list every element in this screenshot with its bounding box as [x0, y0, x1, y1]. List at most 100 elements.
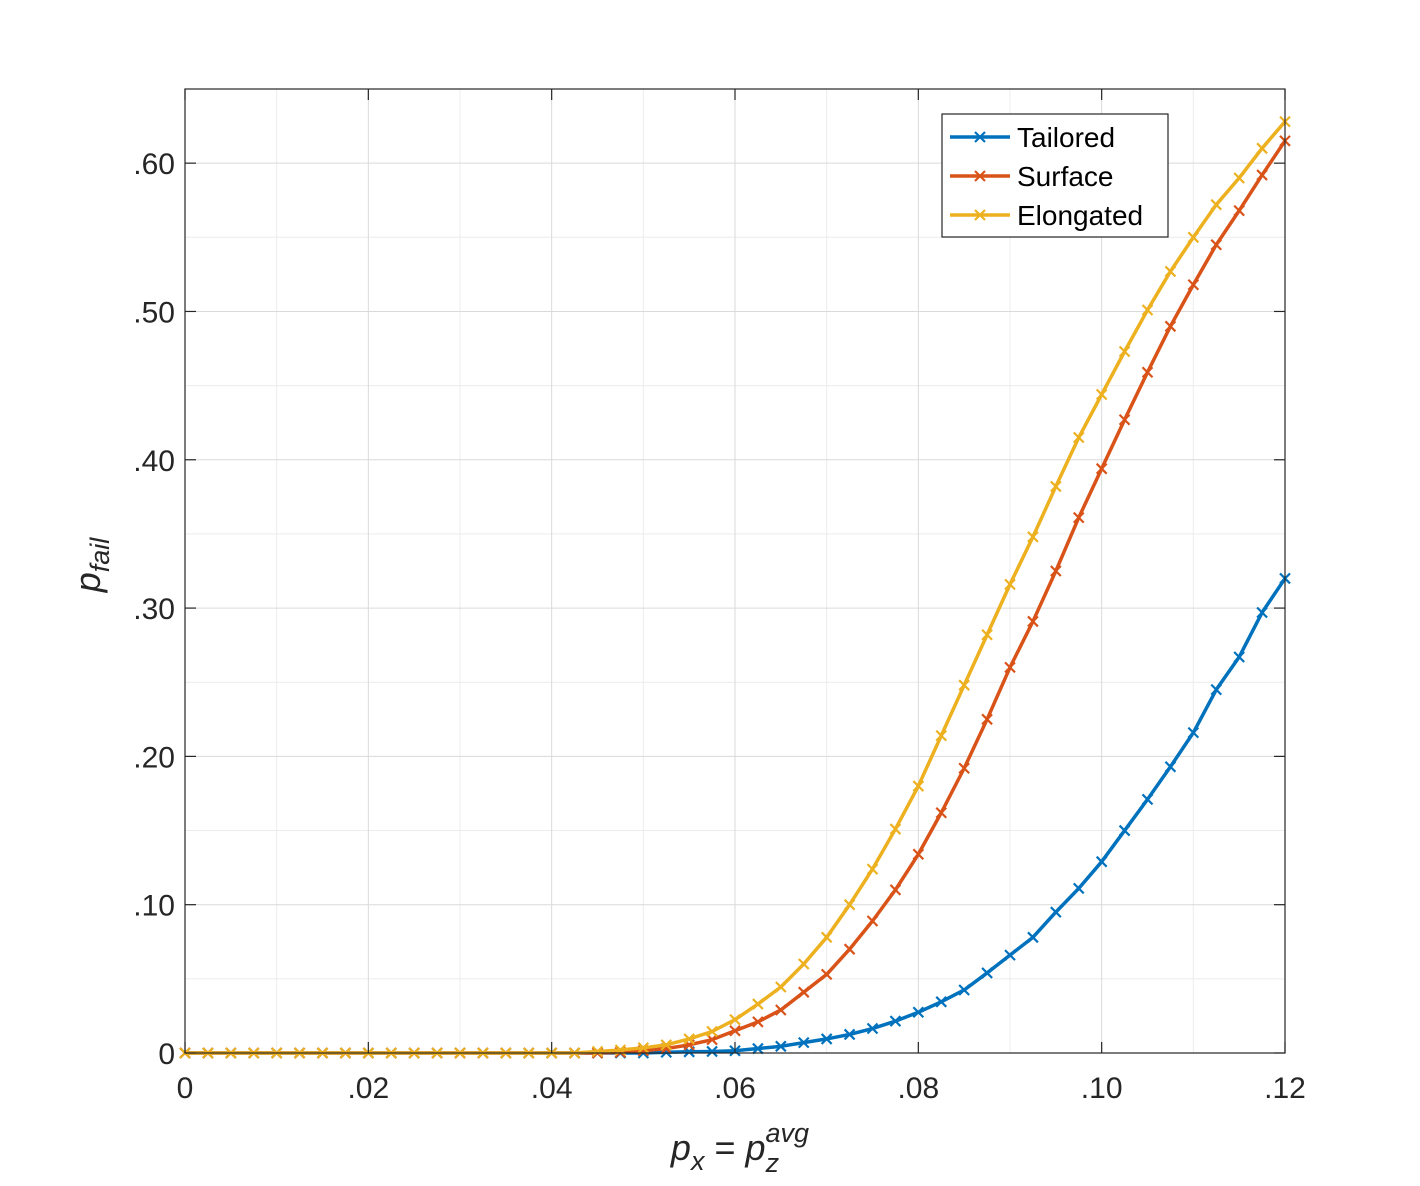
y-tick-label: .20 [133, 741, 175, 774]
series-marker-surface [981, 713, 993, 726]
series-marker-elongated [706, 1025, 718, 1038]
y-axis-label-sub: fail [85, 537, 115, 573]
x-axis-label: px = pavg z [670, 1118, 809, 1178]
x-tick-label: .12 [1264, 1072, 1306, 1105]
x-tick-label: 0 [177, 1072, 194, 1105]
x-tick-label: .04 [531, 1072, 573, 1105]
series-marker-surface [1233, 204, 1245, 217]
series-marker-elongated [1256, 142, 1268, 155]
legend-marker [974, 170, 986, 182]
series-marker-surface [752, 1016, 764, 1028]
series-marker-tailored [1141, 793, 1154, 806]
series-marker-elongated [591, 1045, 604, 1058]
series-marker-tailored [935, 996, 948, 1008]
series-marker-elongated [1027, 531, 1039, 543]
series-marker-surface [1164, 320, 1177, 333]
x-axis-label-base2: p [744, 1127, 765, 1168]
series-marker-elongated [935, 729, 948, 742]
series-marker-surface [729, 1024, 741, 1037]
series-marker-elongated [683, 1033, 695, 1045]
y-tick-label: .60 [133, 148, 175, 181]
series-marker-surface [1118, 413, 1131, 426]
series-marker-elongated [1072, 431, 1085, 444]
series-marker-surface [1027, 615, 1039, 628]
x-axis-label-sup2: avg [766, 1118, 810, 1148]
series-marker-elongated [912, 780, 925, 792]
x-tick-label: .02 [347, 1072, 389, 1105]
series-marker-surface [889, 884, 902, 896]
series-marker-surface [912, 848, 925, 861]
x-axis-label-sub2: z [765, 1148, 780, 1178]
series-marker-elongated [660, 1039, 673, 1051]
svg-text:pfail: pfail [67, 537, 115, 594]
series-marker-surface [1256, 169, 1268, 181]
legend-entry-tailored: Tailored [950, 122, 1115, 153]
series-marker-elongated [1141, 304, 1154, 316]
series-marker-tailored [1095, 855, 1108, 868]
series-marker-surface [1141, 366, 1154, 379]
series-marker-elongated [729, 1013, 741, 1026]
y-tick-label: .50 [133, 296, 175, 329]
series-marker-surface [1095, 462, 1108, 475]
series-marker-elongated [775, 981, 787, 993]
series-marker-elongated [797, 958, 810, 970]
legend-label: Elongated [1017, 200, 1143, 231]
series-marker-tailored [981, 967, 993, 979]
series-marker-tailored [706, 1045, 718, 1058]
y-tick-label: .40 [133, 445, 175, 478]
y-axis-label-base: p [67, 572, 108, 593]
series-marker-elongated [1118, 345, 1131, 358]
series-marker-tailored [1233, 651, 1245, 663]
series-marker-elongated [889, 823, 902, 835]
series-marker-elongated [1095, 388, 1108, 401]
series-marker-elongated [958, 679, 970, 691]
series-marker-tailored [797, 1036, 810, 1049]
y-axis-label: pfail [67, 537, 115, 594]
legend-entry-elongated: Elongated [950, 200, 1143, 231]
x-axis-label-eq: = [704, 1127, 745, 1168]
series-marker-tailored [1050, 906, 1062, 918]
series-marker-elongated [1004, 578, 1016, 591]
series-marker-tailored [775, 1040, 787, 1053]
x-tick-label: .10 [1081, 1072, 1123, 1105]
series-marker-elongated [820, 931, 833, 944]
series-marker-surface [820, 968, 833, 981]
series-marker-tailored [1164, 760, 1177, 773]
series-marker-surface [1072, 511, 1085, 524]
series-marker-elongated [1164, 265, 1177, 278]
series-marker-elongated [866, 863, 879, 875]
series-marker-tailored [1256, 606, 1268, 619]
legend: Tailored Surface Elongated [941, 113, 1169, 238]
series-marker-elongated [843, 898, 856, 911]
series-marker-tailored [866, 1022, 879, 1035]
series-marker-surface [797, 986, 810, 998]
series-marker-elongated [1210, 198, 1223, 211]
legend-marker [974, 131, 986, 143]
series-marker-surface [958, 762, 970, 775]
series-marker-tailored [843, 1028, 856, 1041]
legend-entry-surface: Surface [950, 161, 1114, 192]
series-marker-tailored [1210, 683, 1223, 696]
series-marker-elongated [752, 998, 764, 1010]
series-marker-surface [1004, 661, 1016, 674]
y-tick-label: .10 [133, 890, 175, 923]
series-marker-tailored [1027, 931, 1039, 944]
series-marker-surface [775, 1004, 787, 1016]
series-marker-surface [866, 915, 879, 927]
x-axis-label-sub: x [689, 1146, 706, 1176]
series-marker-surface [1050, 565, 1062, 577]
series-marker-elongated [981, 628, 993, 641]
series-marker-tailored [1187, 726, 1200, 739]
y-tick-label: 0 [158, 1038, 175, 1071]
series-marker-tailored [820, 1033, 833, 1045]
series-marker-tailored [752, 1042, 764, 1055]
legend-label: Tailored [1017, 122, 1115, 153]
legend-marker [974, 209, 986, 221]
series-marker-surface [1187, 278, 1200, 291]
series-marker-elongated [1050, 480, 1062, 493]
x-tick-label: .06 [714, 1072, 756, 1105]
x-tick-label: .08 [897, 1072, 939, 1105]
series-marker-surface [935, 806, 948, 819]
series-marker-elongated [1233, 172, 1245, 184]
